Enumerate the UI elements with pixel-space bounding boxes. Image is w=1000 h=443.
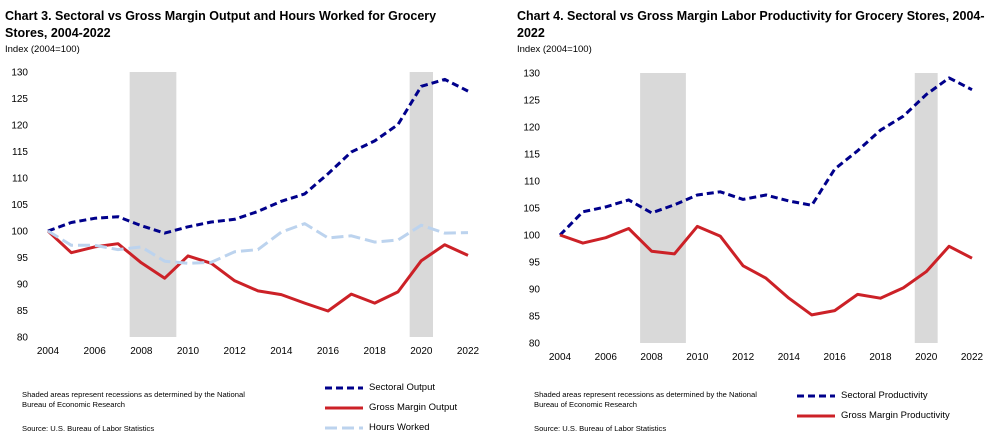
x-tick-label: 2014 [270,346,293,357]
source-note: Source: U.S. Bureau of Labor Statistics [22,424,155,433]
y-tick-label: 125 [523,96,540,107]
series-line-hours-worked [47,222,469,265]
recession-band [640,73,686,343]
x-tick-label: 2006 [595,352,618,363]
chart-4-legend: Sectoral Productivity Gross Margin Produ… [797,390,987,426]
x-tick-label: 2020 [410,346,433,357]
legend-label: Sectoral Output [369,382,436,393]
y-tick-label: 90 [529,285,541,296]
x-tick-label: 2012 [224,346,247,357]
x-tick-label: 2010 [686,352,709,363]
x-tick-label: 2022 [457,346,480,357]
legend-label: Gross Margin Output [369,402,458,413]
y-tick-label: 115 [524,150,540,161]
y-tick-label: 100 [11,227,28,238]
legend-label: Sectoral Productivity [841,390,928,401]
legend-swatch [325,406,363,410]
y-tick-label: 130 [523,69,540,80]
series-line-gross-margin-output [46,229,469,313]
y-tick-label: 90 [17,280,29,291]
y-tick-label: 110 [524,177,540,188]
chart-4-plot: 80 85 90 95 100 105 110 115 120 125 130 2004 2006 200… [523,69,984,364]
source-note: Source: U.S. Bureau of Labor Statistics [534,424,667,433]
x-tick-label: 2004 [549,352,572,363]
y-tick-label: 100 [523,231,540,242]
series-line-gross-margin-productivity [559,224,973,317]
series-line-sectoral-output [47,77,469,235]
legend-label: Gross Margin Productivity [841,410,950,421]
x-tick-label: 2012 [732,352,755,363]
x-tick-label: 2020 [915,352,938,363]
chart-4-panel: Chart 4. Sectoral vs Gross Margin Labor … [512,0,1000,443]
x-tick-label: 2016 [317,346,340,357]
x-tick-label: 2008 [130,346,153,357]
y-tick-label: 85 [17,306,29,317]
x-tick-label: 2010 [177,346,200,357]
chart-title: Chart 4. Sectoral vs Gross Margin Labor … [517,9,985,40]
x-tick-label: 2018 [364,346,387,357]
x-tick-label: 2004 [37,346,60,357]
y-tick-label: 80 [17,333,29,344]
legend-swatch [797,394,835,398]
legend-swatch [325,426,363,430]
y-tick-label: 115 [12,147,28,158]
y-axis-label: Index (2004=100) [5,44,80,55]
y-tick-label: 105 [11,200,28,211]
y-tick-label: 130 [11,68,28,79]
recession-note: Shaded areas represent recessions as det… [534,390,757,409]
x-tick-label: 2018 [869,352,892,363]
x-tick-label: 2008 [640,352,663,363]
chart-title: Chart 3. Sectoral vs Gross Margin Output… [5,9,437,40]
y-tick-label: 125 [11,94,28,105]
y-tick-label: 120 [523,123,540,134]
y-tick-label: 105 [523,204,540,215]
legend-swatch [325,386,363,390]
chart-3-panel: Chart 3. Sectoral vs Gross Margin Output… [5,9,495,438]
y-tick-label: 85 [529,312,541,323]
x-tick-label: 2014 [778,352,801,363]
chart-3-legend: Sectoral Output Gross Margin Output Hour… [325,382,495,438]
recession-note: Shaded areas represent recessions as det… [22,390,245,409]
recession-band [914,73,938,343]
recession-band [129,72,177,337]
legend-swatch [797,414,835,418]
chart-3-plot: 80 85 90 95 100 105 110 115 120 125 130 2004 2006 200… [11,68,480,358]
y-tick-label: 120 [11,121,28,132]
y-tick-label: 95 [17,253,29,264]
y-tick-label: 110 [12,174,28,185]
series-line-sectoral-productivity [558,76,973,237]
recession-band [409,72,433,337]
y-tick-label: 80 [529,339,541,350]
legend-label: Hours Worked [369,422,430,433]
x-tick-label: 2022 [961,352,984,363]
x-tick-label: 2006 [84,346,107,357]
x-tick-label: 2016 [824,352,847,363]
y-tick-label: 95 [529,258,541,269]
y-axis-label: Index (2004=100) [517,44,592,55]
